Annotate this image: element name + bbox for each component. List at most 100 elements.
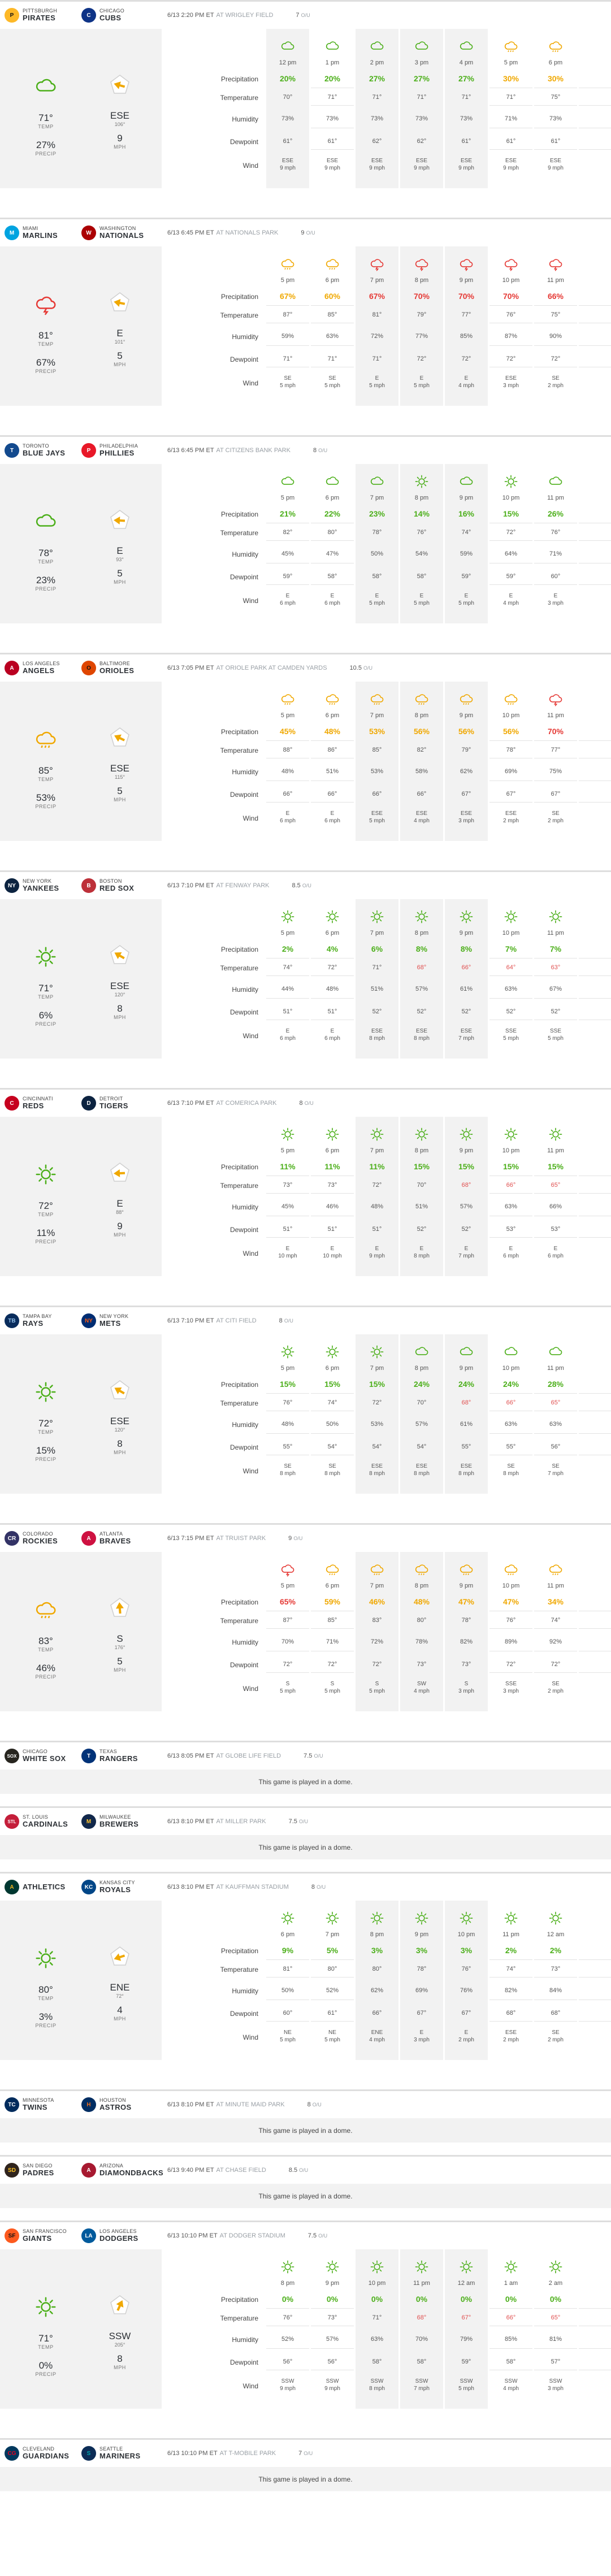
team-away[interactable]: A LOS ANGELES ANGELS: [5, 661, 81, 675]
summary-precip: 27%: [36, 140, 56, 150]
team-home[interactable]: C CHICAGO CUBS: [81, 8, 158, 23]
team-home[interactable]: O BALTIMORE ORIOLES: [81, 661, 158, 675]
hour-precip: 70%: [547, 727, 564, 736]
hour-wind-dir: E: [330, 1028, 335, 1034]
team-home[interactable]: A ARIZONA DIAMONDBACKS: [81, 2163, 163, 2178]
team-away[interactable]: C CINCINNATI REDS: [5, 1096, 81, 1111]
team-logo-icon: M: [5, 225, 19, 240]
team-home[interactable]: D DETROIT TIGERS: [81, 1096, 158, 1111]
summary-precip-label: PRECIP: [35, 2371, 57, 2377]
team-home[interactable]: A ATLANTA BRAVES: [81, 1531, 158, 1546]
summary-wind-speed: 9: [117, 133, 123, 144]
forecast-body: 81° TEMP 67% PRECIP E 101° 5 MPH Precipitation Te…: [0, 246, 611, 406]
hour-time: 5 pm: [280, 1365, 295, 1372]
team-home[interactable]: KC KANSAS CITY ROYALS: [81, 1880, 158, 1894]
hour-wind: ESE 4 mph: [400, 810, 443, 825]
humidity-label: Humidity: [232, 333, 258, 341]
game-meta: 6/13 2:20 PM ET AT WRIGLEY FIELD 7 O/U: [167, 12, 310, 19]
team-home[interactable]: LA LOS ANGELES DODGERS: [81, 2228, 158, 2243]
hour-time: 6 pm: [325, 1147, 340, 1154]
hour-dewpoint: 66°: [327, 791, 337, 797]
hour-precip: 60%: [324, 292, 341, 301]
team-away[interactable]: M MIAMI MARLINS: [5, 225, 81, 240]
hour-dewpoint: 71°: [283, 355, 293, 362]
team-home[interactable]: B BOSTON RED SOX: [81, 878, 158, 893]
hour-humidity: 73%: [549, 115, 562, 122]
forecast-body: 71° TEMP 27% PRECIP ESE 106° 9 MPH Precipitation…: [0, 29, 611, 188]
team-away[interactable]: P PITTSBURGH PIRATES: [5, 8, 81, 23]
hour-wind: E 10 mph: [266, 1245, 309, 1260]
team-city: SEATTLE: [99, 2446, 123, 2452]
team-away[interactable]: NY NEW YORK YANKEES: [5, 878, 81, 893]
hour-wind-dir: E: [375, 593, 379, 599]
game-header: SF SAN FRANCISCO GIANTS LA LOS ANGELES DODGER…: [0, 2222, 611, 2249]
hour-column: 10 pm 70% 76° 87% 72° ESE 3 mph: [489, 246, 534, 406]
hour-time: 7 pm: [370, 930, 384, 936]
game-header: TB TAMPA BAY RAYS NY NEW YORK METS 6/13 7:10 P…: [0, 1307, 611, 1334]
summary-temp-label: TEMP: [38, 1212, 54, 1217]
hour-wind-dir: E: [464, 2029, 469, 2036]
cloud-icon: [459, 474, 474, 492]
team-home[interactable]: NY NEW YORK METS: [81, 1313, 158, 1328]
team-away[interactable]: A ATHLETICS: [5, 1880, 81, 1894]
dewpoint-label: Dewpoint: [229, 1443, 258, 1451]
team-home[interactable]: M MILWAUKEE BREWERS: [81, 1814, 158, 1829]
hour-wind: SE 8 mph: [489, 1463, 532, 1477]
hour-humidity: 62%: [460, 768, 473, 775]
team-city: CHICAGO: [23, 1749, 48, 1755]
hour-wind-speed: 6 mph: [280, 1035, 296, 1042]
team-home[interactable]: H HOUSTON ASTROS: [81, 2097, 158, 2112]
hour-wind-dir: S: [464, 1681, 469, 1687]
team-home[interactable]: W WASHINGTON NATIONALS: [81, 225, 158, 240]
hour-humidity: 82%: [460, 1638, 473, 1645]
hour-wind-dir: ESE: [371, 158, 383, 164]
summary-wind-speed: 8: [117, 1438, 123, 1449]
venue: AT CHASE FIELD: [216, 2167, 266, 2174]
hour-time: 11 pm: [547, 712, 564, 719]
team-home[interactable]: S SEATTLE MARINERS: [81, 2446, 158, 2461]
team-away[interactable]: SF SAN FRANCISCO GIANTS: [5, 2228, 81, 2243]
summary-wind-mph: MPH: [114, 362, 126, 367]
team-city: SAN FRANCISCO: [23, 2228, 67, 2235]
hour-wind-dir: SW: [417, 1681, 427, 1687]
dewpoint-label: Dewpoint: [229, 1226, 258, 1234]
team-away[interactable]: T TORONTO BLUE JAYS: [5, 443, 81, 458]
hour-time: 12 pm: [279, 59, 297, 66]
hour-wind-dir: E: [419, 2029, 424, 2036]
hour-temp: 73°: [327, 1182, 337, 1189]
hour-column: 12 am 0% 67° 79% 59° SSW 5 mph: [445, 2249, 489, 2409]
summary-wind-speed: 5: [117, 350, 123, 361]
hour-column: 11 pm 0% 68° 70% 58° SSW 7 mph: [400, 2249, 445, 2409]
over-under-value: 7.5: [307, 2232, 317, 2239]
sun-icon: [325, 1127, 340, 1144]
team-away[interactable]: SD SAN DIEGO PADRES: [5, 2163, 81, 2178]
hour-time: 6 pm: [325, 277, 340, 284]
team-logo-icon: O: [81, 661, 96, 675]
team-away[interactable]: TC MINNESOTA TWINS: [5, 2097, 81, 2112]
hour-column: 2 pm 27% 71° 73% 62° ESE 9 mph: [356, 29, 400, 188]
hour-wind-speed: 8 mph: [458, 1471, 474, 1477]
hour-wind-speed: 4 mph: [414, 818, 430, 824]
row-labels: Precipitation Temperature Humidity Dewpoint…: [162, 2249, 266, 2409]
summary-wind-mph: MPH: [114, 1232, 126, 1238]
team-away[interactable]: TB TAMPA BAY RAYS: [5, 1313, 81, 1328]
team-away[interactable]: SOX CHICAGO WHITE SOX: [5, 1749, 81, 1763]
hour-column: 6 pm 15% 74° 50% 54° SE 8 mph: [311, 1334, 356, 1494]
team-away[interactable]: CR COLORADO ROCKIES: [5, 1531, 81, 1546]
hour-temp: 65°: [551, 1182, 561, 1189]
team-name: CUBS: [99, 13, 122, 22]
hour-humidity: 73%: [370, 115, 384, 122]
team-home[interactable]: P PHILADELPHIA PHILLIES: [81, 443, 158, 458]
hour-temp: 72°: [372, 1399, 382, 1406]
team-home[interactable]: T TEXAS RANGERS: [81, 1749, 158, 1763]
team-away[interactable]: CG CLEVELAND GUARDIANS: [5, 2446, 81, 2461]
team-name: METS: [99, 1319, 121, 1328]
hour-wind: ESE 9 mph: [534, 157, 577, 172]
team-away[interactable]: STL ST. LOUIS CARDINALS: [5, 1814, 81, 1829]
hour-dewpoint: 51°: [327, 1008, 337, 1015]
rain-icon: [20, 728, 71, 751]
hour-precip: 56%: [458, 727, 475, 736]
